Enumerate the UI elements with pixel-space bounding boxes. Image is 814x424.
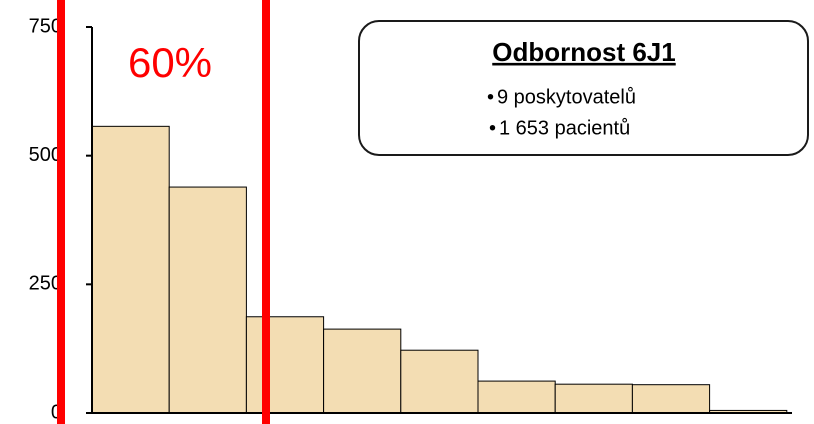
bar	[323, 328, 402, 414]
bar	[400, 349, 479, 414]
info-box	[358, 20, 809, 156]
y-tick-label: 250	[29, 273, 62, 295]
annotation: 60%	[128, 39, 212, 86]
bar	[554, 383, 633, 414]
y-tick-label: 750	[29, 15, 62, 37]
bars	[91, 125, 788, 414]
y-tick-label: 500	[29, 144, 62, 166]
ticks: 0 250 500 750	[29, 15, 92, 423]
bar	[168, 186, 247, 414]
info-title: Odbornost 6J1	[492, 37, 675, 67]
bar	[245, 316, 325, 414]
bar	[631, 384, 711, 414]
bar	[91, 125, 170, 414]
info-item: 9 poskytovatelů	[497, 86, 636, 108]
y-tick-label: 0	[51, 401, 62, 423]
bullet: •	[487, 86, 494, 108]
info-item: 1 653 pacientů	[499, 117, 630, 139]
highlight-frame	[57, 0, 270, 424]
bullet: •	[489, 117, 496, 139]
bar	[477, 380, 556, 414]
